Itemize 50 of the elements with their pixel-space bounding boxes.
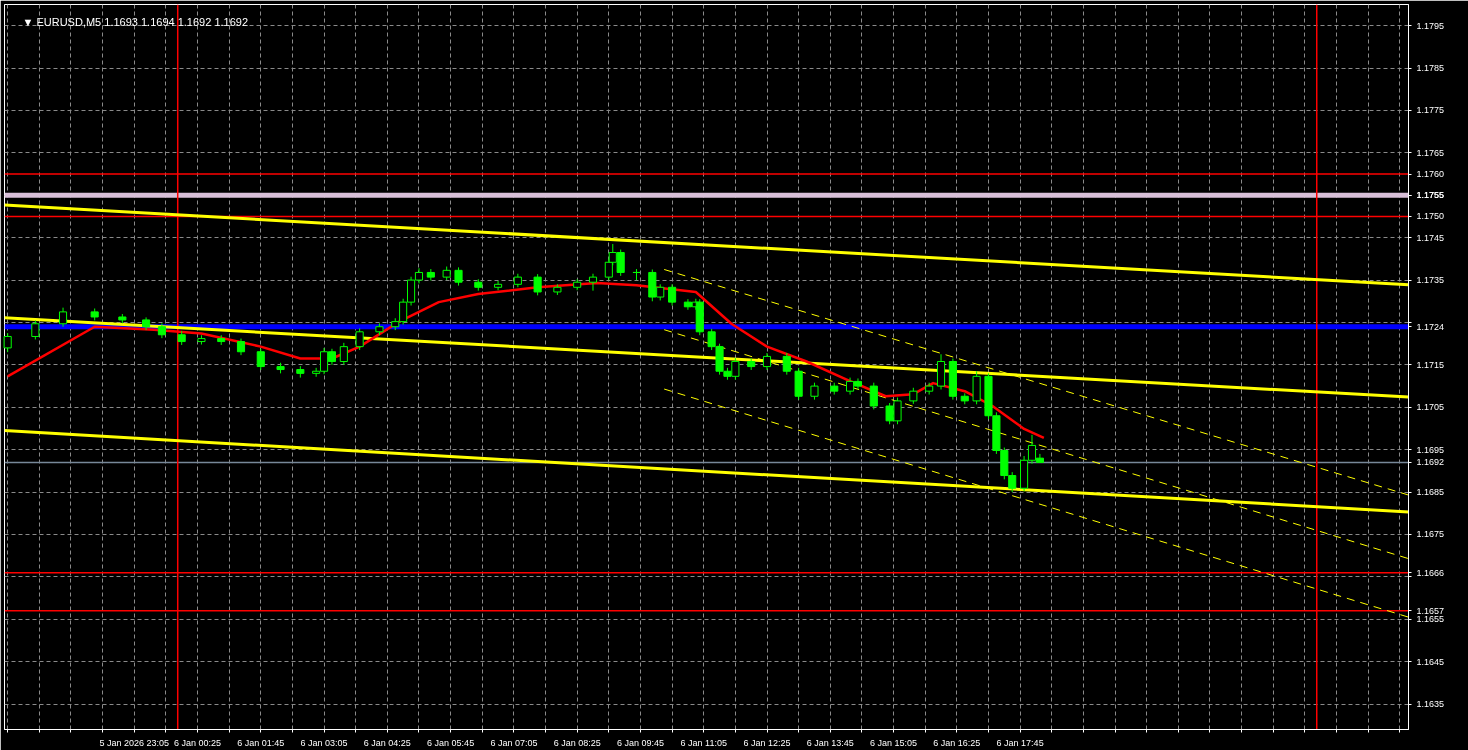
candlestick [668,283,677,307]
x-tick-label: 6 Jan 07:05 [490,737,538,748]
candlestick [869,382,878,410]
x-tick-label: 6 Jan 09:45 [616,737,664,748]
candlestick [494,280,503,291]
ref-line-label: 1.1657 [1416,605,1445,616]
candlestick [58,307,68,328]
candlestick [355,327,364,351]
ref-line-label: 1.1750 [1416,211,1445,222]
ref-line-label: 1.1724 [1416,321,1445,332]
text: 1.1655 [1416,614,1445,625]
text: 1.1705 [1416,402,1445,413]
candlestick [533,273,542,296]
text: 1.1685 [1416,487,1445,498]
x-tick-label: 6 Jan 01:45 [237,737,285,748]
x-tick-label: 6 Jan 04:25 [363,737,411,748]
x-tick-label: 5 Jan 2026 23:05 [99,737,169,748]
candlestick [31,319,40,340]
ref-line-label: 1.1692 [1416,457,1445,468]
x-tick-label: 6 Jan 11:05 [680,737,727,748]
ref-line-label: 1.1760 [1416,169,1445,180]
candlestick [256,348,265,371]
ref-line-label: 1.1755 [1416,190,1445,201]
x-tick-label: 6 Jan 05:45 [427,737,475,748]
x-tick-label: 6 Jan 17:45 [996,737,1044,748]
text: 1.1695 [1416,444,1445,455]
candlestick [683,298,692,311]
text: 1.1635 [1416,699,1445,710]
candlestick [339,342,348,366]
ref-line-label: 1.1666 [1416,567,1445,578]
text: 1.1795 [1416,20,1445,31]
x-tick-label: 6 Jan 15:05 [870,737,918,748]
text: ▼ EURUSD,M5 1.1693 1.1694 1.1692 1.1692 [22,15,249,28]
candlestick [454,266,463,287]
text: 1.1775 [1416,105,1445,116]
x-tick-label: 6 Jan 00:25 [173,737,222,748]
x-tick-label: 6 Jan 08:25 [553,737,601,748]
text: 1.1735 [1416,275,1445,286]
text: 1.1745 [1416,232,1445,243]
candlestick [782,352,791,376]
text: 1.1785 [1416,63,1445,74]
text: 1.1675 [1416,529,1445,540]
x-tick-label: 6 Jan 03:05 [300,737,348,748]
x-tick-label: 6 Jan 12:25 [743,737,791,748]
x-tick-label: 6 Jan 13:45 [806,737,854,748]
x-tick-label: 6 Jan 16:25 [933,737,981,748]
candlestick [588,273,598,292]
text: 1.1715 [1416,359,1445,370]
text: 1.1765 [1416,147,1445,158]
text: 1.1645 [1416,656,1445,667]
